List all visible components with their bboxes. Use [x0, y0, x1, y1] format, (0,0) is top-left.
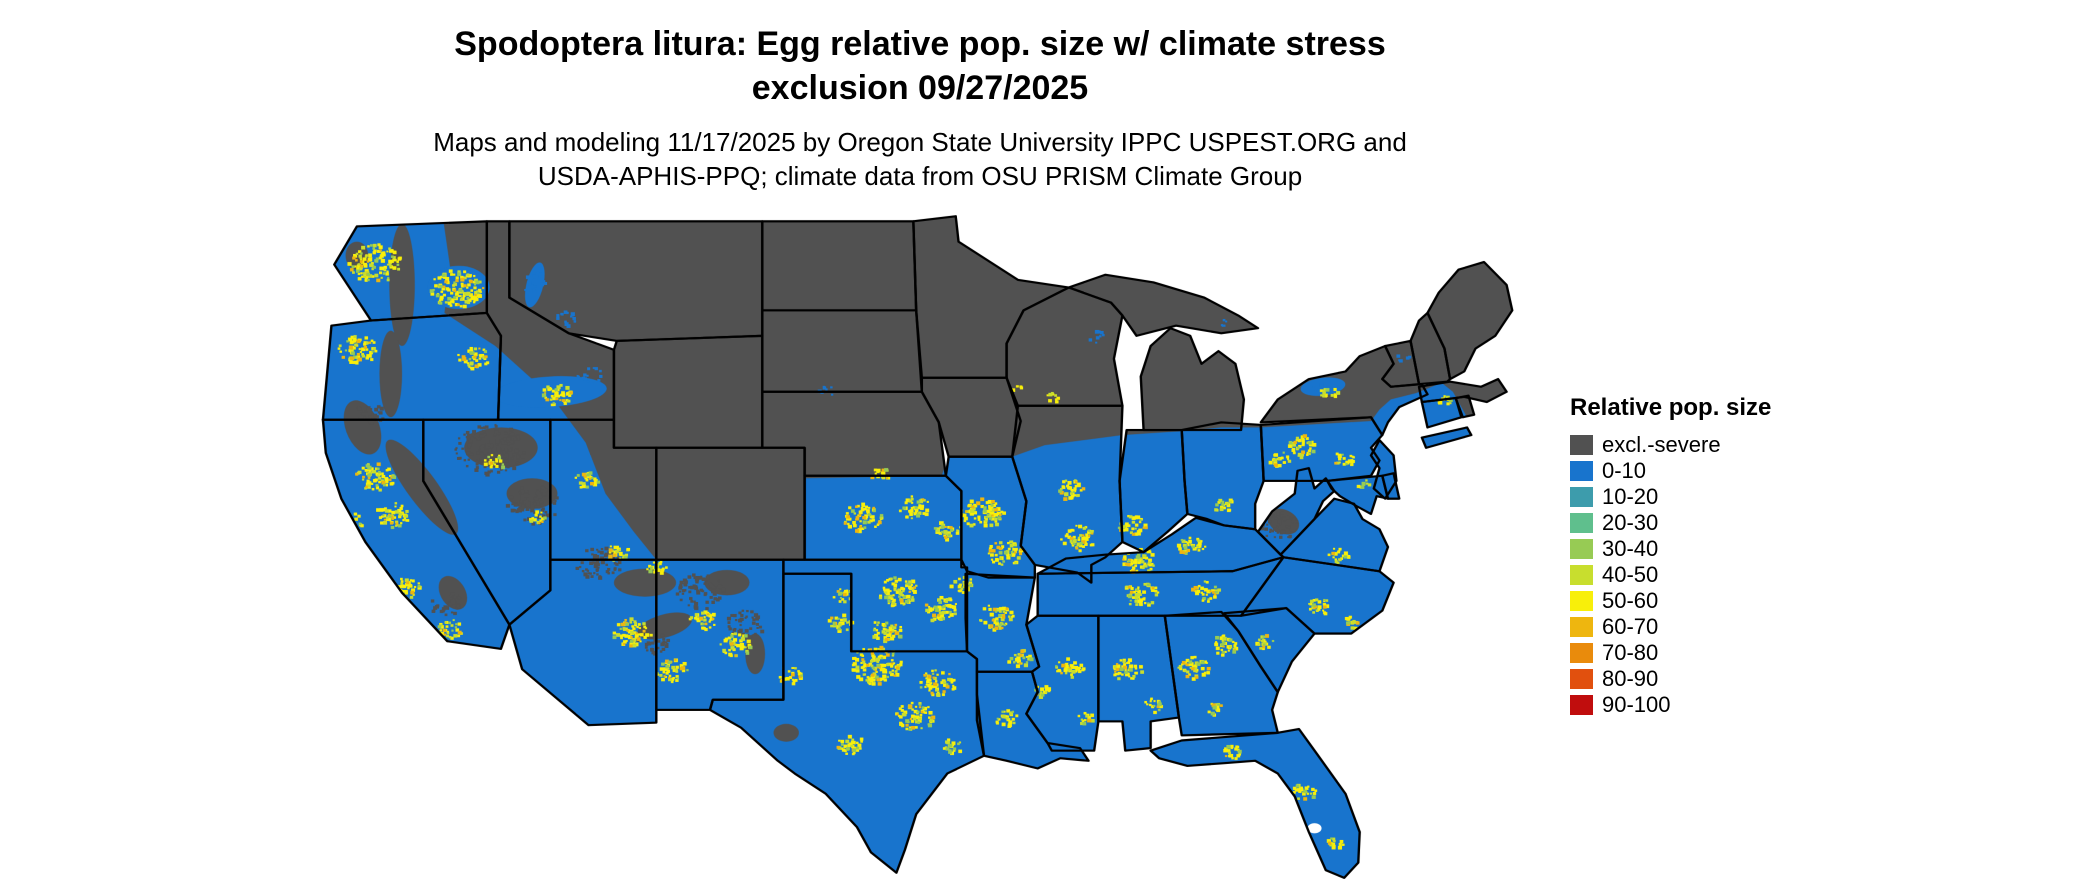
legend-swatch: [1570, 513, 1593, 533]
legend-row: 40-50: [1570, 562, 1900, 588]
legend-swatch: [1570, 695, 1593, 715]
legend-label: 80-90: [1602, 666, 1659, 691]
legend-row: 10-20: [1570, 484, 1900, 510]
legend: Relative pop. size excl.-severe 0-10 10-20…: [1570, 394, 1900, 718]
legend-swatch: [1570, 565, 1593, 585]
legend-swatch: [1570, 487, 1593, 507]
legend-swatch: [1570, 461, 1593, 481]
map-title-line1: Spodoptera litura: Egg relative pop. siz…: [454, 25, 1386, 63]
map-title: Spodoptera litura: Egg relative pop. siz…: [0, 22, 1840, 110]
legend-row: 60-70: [1570, 614, 1900, 640]
legend-label: 10-20: [1602, 484, 1659, 509]
map-subtitle-line2: USDA-APHIS-PPQ; climate data from OSU PR…: [537, 161, 1303, 192]
map-svg: [321, 215, 1514, 879]
legend-row: 90-100: [1570, 692, 1900, 718]
map-subtitle-line1: Maps and modeling 11/17/2025 by Oregon S…: [433, 127, 1407, 158]
legend-label: 70-80: [1602, 640, 1659, 665]
map-subtitle: Maps and modeling 11/17/2025 by Oregon S…: [0, 126, 1840, 194]
legend-label: 60-70: [1602, 614, 1659, 639]
us-map: [306, 206, 1532, 888]
legend-label: excl.-severe: [1602, 432, 1721, 457]
legend-row: 0-10: [1570, 458, 1900, 484]
legend-entries: excl.-severe 0-10 10-20 20-30 30-40 40-50 50-6…: [1570, 432, 1900, 718]
legend-swatch: [1570, 617, 1593, 637]
legend-swatch: [1570, 643, 1593, 663]
legend-swatch: [1570, 435, 1593, 455]
legend-label: 50-60: [1602, 588, 1659, 613]
legend-row: 70-80: [1570, 640, 1900, 666]
legend-row: 30-40: [1570, 536, 1900, 562]
legend-row: 50-60: [1570, 588, 1900, 614]
legend-label: 0-10: [1602, 458, 1647, 483]
legend-label: 30-40: [1602, 536, 1659, 561]
legend-label: 40-50: [1602, 562, 1659, 587]
legend-row: 80-90: [1570, 666, 1900, 692]
legend-swatch: [1570, 539, 1593, 559]
legend-label: 20-30: [1602, 510, 1659, 535]
legend-swatch: [1570, 669, 1593, 689]
legend-row: excl.-severe: [1570, 432, 1900, 458]
legend-swatch: [1570, 591, 1593, 611]
header: Spodoptera litura: Egg relative pop. siz…: [0, 22, 1840, 194]
legend-label: 90-100: [1602, 692, 1671, 717]
legend-row: 20-30: [1570, 510, 1900, 536]
legend-title: Relative pop. size: [1570, 394, 1772, 421]
map-title-line2: exclusion 09/27/2025: [751, 69, 1089, 108]
